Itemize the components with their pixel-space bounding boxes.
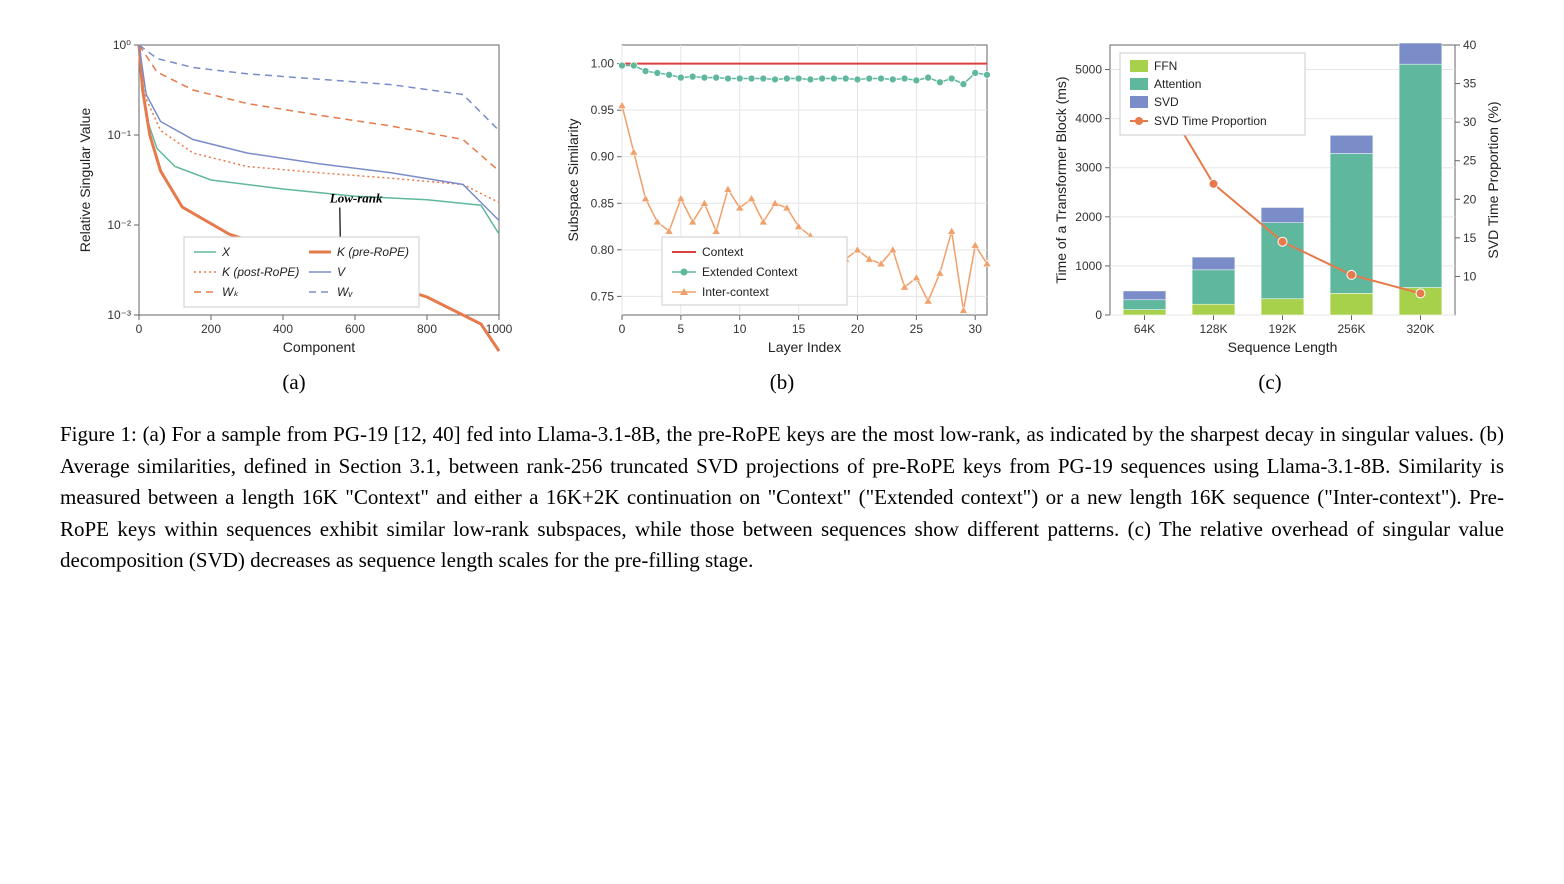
svg-text:Inter-context: Inter-context <box>702 285 769 299</box>
chart-c-svg: 0 1000 2000 3000 4000 5000 10 15 20 25 30 35 40 64K 12… <box>1050 30 1510 360</box>
svg-text:Subspace Similarity: Subspace Similarity <box>565 119 581 242</box>
svg-text:Wₖ: Wₖ <box>222 285 239 299</box>
svg-text:0: 0 <box>136 322 143 336</box>
svg-text:Attention: Attention <box>1154 77 1201 91</box>
svg-text:40: 40 <box>1463 38 1477 52</box>
svg-text:25: 25 <box>910 322 924 336</box>
svg-text:10⁻²: 10⁻² <box>107 218 131 232</box>
svg-text:0.75: 0.75 <box>591 289 615 303</box>
svg-text:Time of a Transformer Block (m: Time of a Transformer Block (ms) <box>1053 76 1069 283</box>
caption-body: (a) For a sample from PG-19 [12, 40] fed… <box>60 422 1504 572</box>
svg-text:30: 30 <box>1463 115 1477 129</box>
svg-text:0.90: 0.90 <box>591 150 615 164</box>
svg-text:10: 10 <box>1463 269 1477 283</box>
svg-text:10: 10 <box>733 322 747 336</box>
svg-text:0: 0 <box>1095 308 1102 322</box>
panel-a: 0 200 400 600 800 1000 10⁻³ 10⁻² 10⁻¹ 10⁰ Componen… <box>60 30 528 395</box>
svg-text:30: 30 <box>969 322 983 336</box>
svg-text:20: 20 <box>851 322 865 336</box>
svg-text:128K: 128K <box>1199 322 1227 336</box>
svg-text:192K: 192K <box>1268 322 1296 336</box>
svg-text:256K: 256K <box>1337 322 1365 336</box>
svg-text:15: 15 <box>792 322 806 336</box>
svg-text:0.85: 0.85 <box>591 196 615 210</box>
panel-c: 0 1000 2000 3000 4000 5000 10 15 20 25 30 35 40 64K 12… <box>1036 30 1504 395</box>
figure-row: 0200400600800100010⁻³10⁻²10⁻¹10⁰Componen… <box>60 30 1504 395</box>
svg-text:Context: Context <box>702 245 744 259</box>
svg-text:800: 800 <box>417 322 437 336</box>
svg-text:Component: Component <box>283 339 355 355</box>
panel-a-label: (a) <box>282 370 305 395</box>
svg-text:20: 20 <box>1463 192 1477 206</box>
svg-text:1000: 1000 <box>1075 259 1102 273</box>
svg-text:K (post-RoPE): K (post-RoPE) <box>222 265 299 279</box>
svg-text:25: 25 <box>1463 154 1477 168</box>
svg-text:0: 0 <box>619 322 626 336</box>
svg-text:600: 600 <box>345 322 365 336</box>
chart-b-subspace-similarity: 0.75 0.80 0.85 0.90 0.95 1.00 0 5 10 15 20 25 30 Laye… <box>562 30 1002 360</box>
svg-text:10⁻³: 10⁻³ <box>107 308 131 322</box>
panel-b: 0.75 0.80 0.85 0.90 0.95 1.00 0 5 10 15 20 25 30 Laye… <box>548 30 1016 395</box>
svg-text:Layer Index: Layer Index <box>768 339 841 355</box>
svg-text:5000: 5000 <box>1075 63 1102 77</box>
svg-text:5: 5 <box>678 322 685 336</box>
svg-text:Extended Context: Extended Context <box>702 265 798 279</box>
svg-text:FFN: FFN <box>1154 59 1177 73</box>
svg-text:4000: 4000 <box>1075 112 1102 126</box>
svg-text:2000: 2000 <box>1075 210 1102 224</box>
chart-a-svg: 0 200 400 600 800 1000 10⁻³ 10⁻² 10⁻¹ 10⁰ Componen… <box>74 30 514 360</box>
svg-text:0.95: 0.95 <box>591 103 615 117</box>
svg-text:V: V <box>337 265 346 279</box>
svg-text:Relative Singular Value: Relative Singular Value <box>77 108 93 253</box>
svg-text:0.80: 0.80 <box>591 243 615 257</box>
svg-text:Sequence Length: Sequence Length <box>1228 339 1338 355</box>
svg-text:10⁰: 10⁰ <box>113 38 131 52</box>
svg-text:15: 15 <box>1463 231 1477 245</box>
svg-text:SVD Time Proportion (%): SVD Time Proportion (%) <box>1485 101 1501 258</box>
caption-prefix: Figure 1: <box>60 422 143 446</box>
panel-b-label: (b) <box>770 370 795 395</box>
chart-a-singular-values: 0 200 400 600 800 1000 10⁻³ 10⁻² 10⁻¹ 10⁰ Componen… <box>74 30 514 360</box>
panel-c-label: (c) <box>1258 370 1281 395</box>
svg-text:1000: 1000 <box>486 322 513 336</box>
svg-text:10⁻¹: 10⁻¹ <box>107 128 131 142</box>
svg-text:320K: 320K <box>1406 322 1434 336</box>
svg-text:X: X <box>221 245 231 259</box>
svg-text:400: 400 <box>273 322 293 336</box>
svg-text:K (pre-RoPE): K (pre-RoPE) <box>337 245 409 259</box>
svg-text:SVD: SVD <box>1154 95 1179 109</box>
svg-text:Wᵥ: Wᵥ <box>337 285 353 299</box>
svg-text:35: 35 <box>1463 77 1477 91</box>
svg-text:64K: 64K <box>1134 322 1155 336</box>
figure-caption: Figure 1: (a) For a sample from PG-19 [1… <box>60 419 1504 577</box>
svg-text:SVD Time Proportion: SVD Time Proportion <box>1154 114 1267 128</box>
chart-b-svg: 0.75 0.80 0.85 0.90 0.95 1.00 0 5 10 15 20 25 30 Laye… <box>562 30 1002 360</box>
svg-text:Low-rank: Low-rank <box>329 191 383 206</box>
svg-text:3000: 3000 <box>1075 161 1102 175</box>
svg-text:1.00: 1.00 <box>591 57 615 71</box>
svg-text:200: 200 <box>201 322 221 336</box>
chart-c-svd-overhead: 0 1000 2000 3000 4000 5000 10 15 20 25 30 35 40 64K 12… <box>1050 30 1490 360</box>
